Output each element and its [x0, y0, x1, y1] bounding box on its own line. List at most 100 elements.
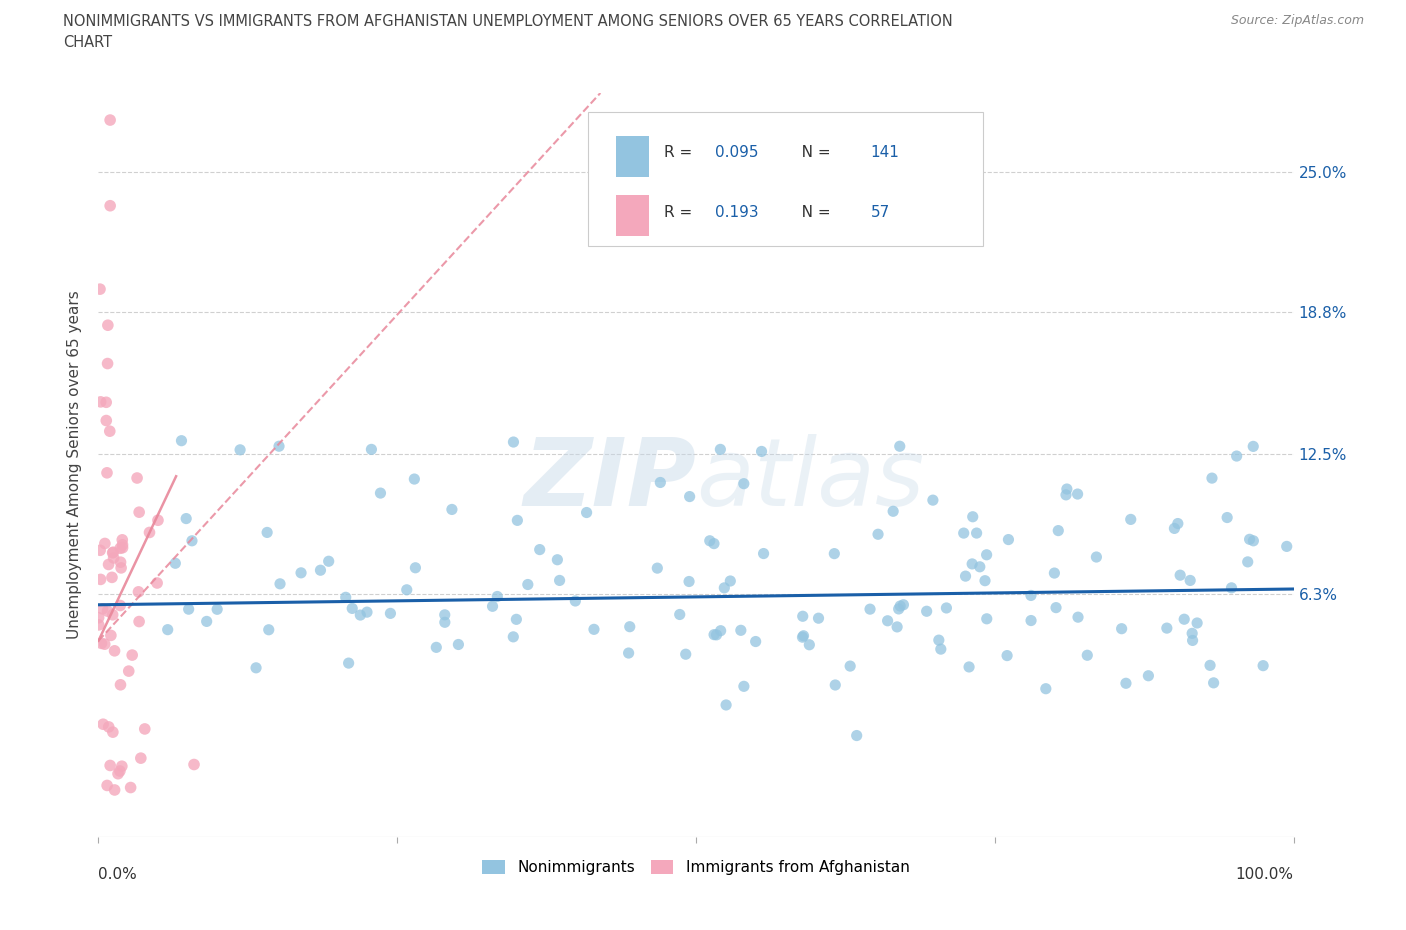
Point — [1156, 620, 1178, 635]
Point — [404, 472, 426, 486]
Point — [269, 577, 291, 591]
Point — [876, 613, 898, 628]
Point — [404, 561, 426, 576]
Point — [360, 442, 382, 457]
Point — [1239, 532, 1261, 547]
Text: N =: N = — [787, 145, 835, 160]
FancyBboxPatch shape — [616, 195, 650, 236]
Point — [650, 475, 672, 490]
Point — [1035, 682, 1057, 697]
Point — [915, 604, 938, 618]
Point — [356, 604, 378, 619]
Point — [792, 630, 814, 644]
Y-axis label: Unemployment Among Seniors over 65 years: Unemployment Among Seniors over 65 years — [67, 291, 83, 640]
Point — [108, 541, 131, 556]
Point — [257, 622, 280, 637]
Point — [976, 548, 998, 563]
Point — [425, 640, 447, 655]
Point — [617, 645, 640, 660]
Point — [751, 444, 773, 458]
Point — [807, 611, 830, 626]
Point — [619, 619, 641, 634]
Point — [98, 198, 121, 213]
Text: R =: R = — [664, 145, 697, 160]
Point — [337, 656, 360, 671]
Point — [886, 619, 908, 634]
Point — [111, 538, 134, 552]
Point — [529, 542, 551, 557]
Point — [1226, 448, 1249, 463]
Point — [1019, 588, 1042, 603]
Point — [103, 551, 125, 565]
Point — [90, 572, 112, 587]
Point — [118, 664, 141, 679]
Point — [87, 618, 110, 632]
Point — [267, 439, 290, 454]
Point — [183, 757, 205, 772]
Point — [229, 443, 252, 458]
Point — [128, 614, 150, 629]
Text: atlas: atlas — [696, 434, 924, 525]
Point — [952, 525, 974, 540]
Point — [1047, 524, 1070, 538]
Point — [309, 563, 332, 578]
Point — [647, 561, 669, 576]
Point — [710, 623, 733, 638]
Point — [96, 604, 118, 618]
Point — [678, 489, 700, 504]
Point — [1043, 565, 1066, 580]
Point — [98, 758, 121, 773]
Point — [96, 395, 118, 410]
Point — [1111, 621, 1133, 636]
Text: N =: N = — [787, 205, 835, 219]
Point — [718, 574, 741, 589]
Point — [91, 602, 114, 617]
Point — [1168, 567, 1191, 582]
Point — [96, 778, 118, 793]
Point — [104, 782, 127, 797]
Point — [181, 534, 204, 549]
Point — [966, 525, 988, 540]
Point — [882, 504, 904, 519]
Point — [703, 537, 725, 551]
Point — [146, 576, 169, 591]
Point — [96, 465, 118, 480]
Point — [101, 724, 124, 739]
Point — [1241, 534, 1264, 549]
Point — [733, 476, 755, 491]
Point — [744, 634, 766, 649]
Point — [440, 502, 463, 517]
Point — [1236, 554, 1258, 569]
Point — [101, 570, 124, 585]
Point — [103, 545, 125, 560]
Point — [824, 678, 846, 693]
Point — [714, 698, 737, 712]
Point — [1067, 610, 1090, 625]
Point — [111, 540, 134, 555]
Point — [90, 394, 112, 409]
Point — [156, 622, 179, 637]
Point — [506, 513, 529, 528]
Point — [481, 599, 503, 614]
Point — [174, 512, 197, 526]
Point — [245, 660, 267, 675]
Point — [111, 532, 134, 547]
Point — [502, 630, 524, 644]
Point — [349, 607, 371, 622]
FancyBboxPatch shape — [589, 112, 983, 246]
Point — [486, 589, 509, 604]
Point — [89, 543, 111, 558]
Point — [502, 434, 524, 449]
Point — [100, 628, 122, 643]
Text: CHART: CHART — [63, 35, 112, 50]
Point — [256, 525, 278, 540]
Point — [125, 471, 148, 485]
Point — [703, 627, 725, 642]
Text: 141: 141 — [870, 145, 900, 160]
Point — [335, 590, 357, 604]
Point — [97, 557, 120, 572]
Point — [103, 644, 125, 658]
Point — [730, 623, 752, 638]
Point — [839, 658, 862, 673]
Point — [98, 113, 121, 127]
